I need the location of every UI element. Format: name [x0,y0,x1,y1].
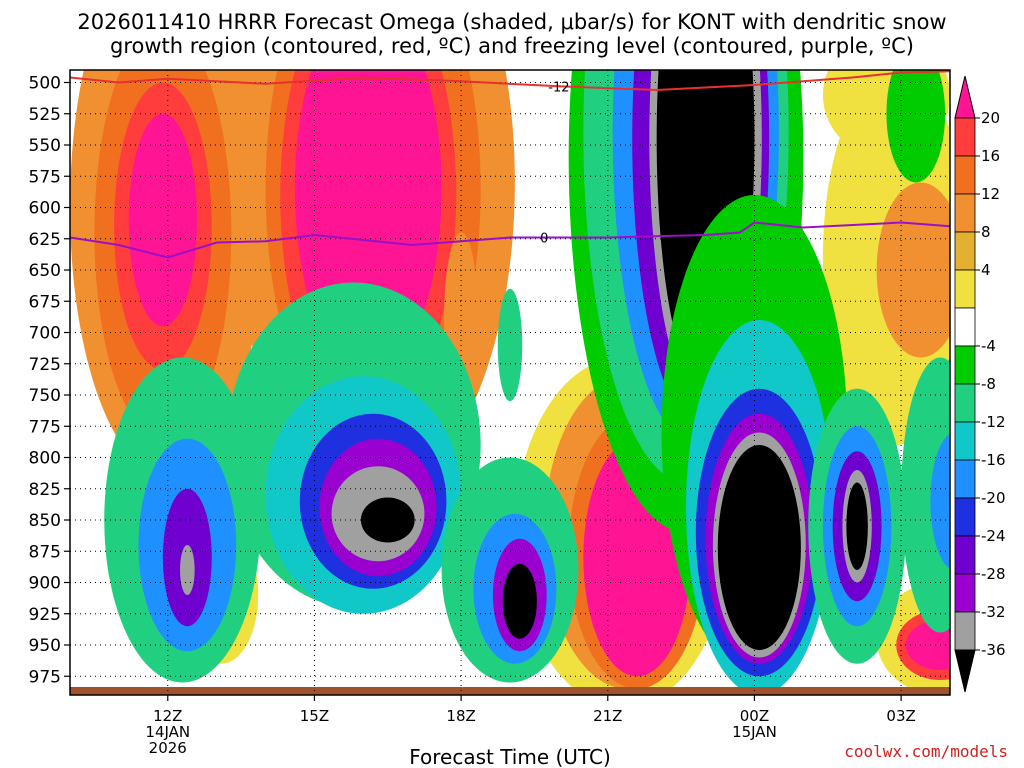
colorbar-swatch [954,307,976,347]
colorbar-swatch [954,383,976,423]
colorbar-label: -32 [981,603,1006,621]
colorbar-swatch [954,573,976,613]
x-tick-label: 03Z [886,707,915,725]
omega-region [886,70,946,183]
colorbar-label: -20 [981,489,1006,507]
colorbar-swatch [954,459,976,499]
colorbar-label: 12 [981,185,1000,203]
y-tick-label: 725 [29,355,61,375]
omega-region [906,620,950,670]
x-tick-year: 2026 [149,739,187,757]
y-tick-label: 875 [29,542,61,562]
y-tick-label: 600 [29,199,61,219]
y-tick-label: 650 [29,261,61,281]
omega-region [128,113,198,327]
y-tick-label: 750 [29,386,61,406]
colorbar-arrow-top [954,75,976,119]
ground-strip [70,687,950,695]
plot-frame [69,69,951,696]
y-tick-label: 950 [29,636,61,656]
x-tick-label: 21Z [593,707,622,725]
colorbar-label: -12 [981,413,1006,431]
colorbar-label: -16 [981,451,1006,469]
site-credit: coolwx.com/models [844,742,1008,761]
y-tick-label: 575 [29,167,61,187]
colorbar-arrow-bottom [954,649,976,693]
colorbar-label: -24 [981,527,1006,545]
colorbar-label: -4 [981,337,996,355]
x-axis-label: Forecast Time (UTC) [409,745,611,768]
omega-region [180,545,195,595]
chart-title-line1: 2026011410 HRRR Forecast Omega (shaded, … [77,10,947,34]
y-tick-label: 775 [29,417,61,437]
y-tick-label: 525 [29,105,61,125]
omega-region [717,445,801,650]
colorbar-label: -36 [981,641,1006,659]
x-tick-date: 15JAN [732,723,777,741]
omega-region [901,357,950,633]
omega-region [360,497,415,543]
x-tick-label: 18Z [446,707,475,725]
colorbar-swatch [954,421,976,461]
omega-region [930,433,950,569]
colorbar-swatch [954,345,976,385]
omega-region [876,182,950,358]
colorbar-swatch [954,193,976,233]
y-tick-label: 975 [29,667,61,687]
colorbar-label: -8 [981,375,996,393]
x-tick-date: 14JAN [145,723,190,741]
colorbar-label: 16 [981,147,1000,165]
chart-title-line2: growth region (contoured, red, ºC) and f… [110,34,914,58]
colorbar-label: -28 [981,565,1006,583]
colorbar-label: 20 [981,109,1000,127]
colorbar-swatch [954,117,976,157]
y-tick-label: 900 [29,574,61,594]
colorbar-swatch [954,231,976,271]
colorbar-swatch [954,535,976,575]
colorbar-label: 8 [981,223,991,241]
freezing-level-contour [70,221,950,259]
colorbar-swatch [954,269,976,309]
omega-region [497,288,523,402]
omega-region [846,482,868,570]
colorbar-swatch [954,611,976,651]
y-tick-label: 925 [29,605,61,625]
y-tick-label: 825 [29,480,61,500]
x-tick-label: 00Z [740,707,769,725]
omega-region [502,563,537,639]
y-tick-label: 500 [29,74,61,94]
colorbar-swatch [954,497,976,537]
y-tick-label: 550 [29,136,61,156]
purple-contour-label: 0 [540,232,548,247]
y-tick-label: 800 [29,449,61,469]
colorbar-swatch [954,155,976,195]
y-tick-label: 850 [29,511,61,531]
y-tick-label: 700 [29,324,61,344]
red-contour-label: -12 [548,80,569,95]
x-tick-label: 15Z [300,707,329,725]
y-tick-label: 625 [29,230,61,250]
x-tick-label: 12Z [153,707,182,725]
y-tick-label: 675 [29,292,61,312]
colorbar-label: 4 [981,261,991,279]
dendritic-growth-contour [70,70,950,92]
